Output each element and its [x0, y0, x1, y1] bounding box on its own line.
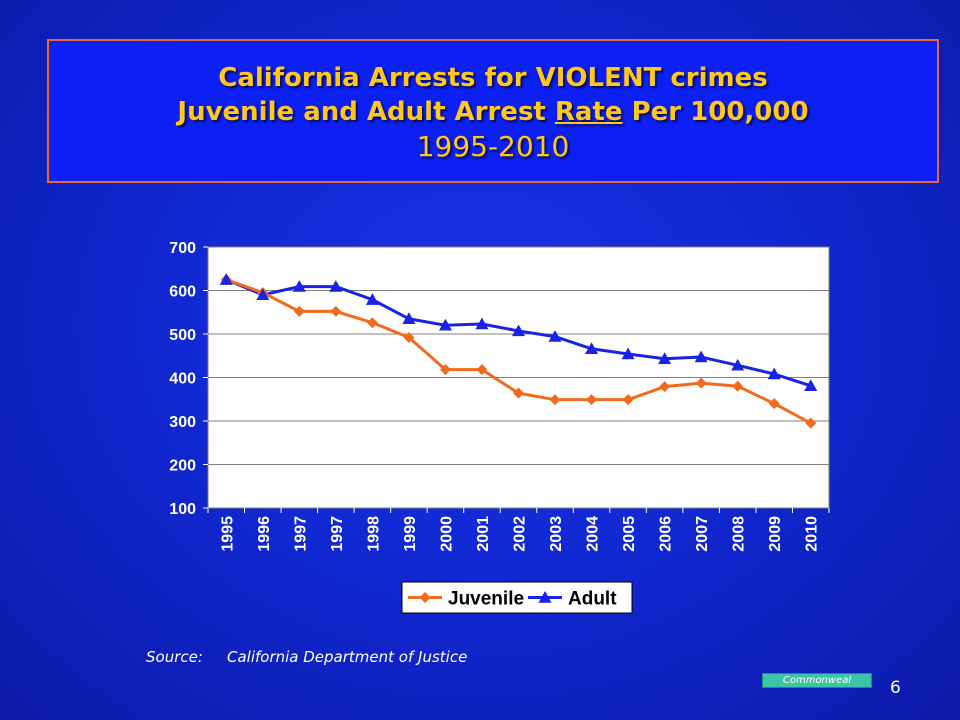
x-tick-label: 2003 [548, 516, 565, 552]
adult-data-point [438, 318, 452, 331]
adult-data-point [219, 273, 233, 285]
legend-juvenile-label: Juvenile [448, 589, 524, 610]
source-text: California Department of Justice [227, 648, 468, 666]
adult-data-point [292, 280, 306, 292]
juvenile-data-point [549, 394, 561, 406]
source-note: Source: California Department of Justice [146, 648, 467, 666]
adult-data-point [475, 317, 489, 330]
adult-data-point [658, 352, 672, 364]
x-tick-label: 1997 [292, 516, 309, 552]
y-tick-label: 500 [169, 327, 196, 344]
juvenile-data-point [805, 417, 817, 429]
x-tick-label: 2007 [694, 516, 711, 552]
x-tick-label: 1998 [365, 516, 382, 552]
adult-data-point [804, 379, 818, 391]
series-group [219, 273, 818, 429]
legend-juvenile-marker [419, 592, 431, 603]
legend-adult-marker [538, 591, 552, 603]
adult-data-point [365, 293, 379, 305]
juvenile-data-point [439, 364, 451, 376]
y-tick-label: 300 [169, 414, 196, 431]
juvenile-data-point [622, 394, 634, 406]
x-tick-label: 1995 [219, 516, 236, 552]
x-tick-label: 2001 [475, 516, 492, 552]
x-tick-label: 2004 [585, 516, 602, 552]
source-label: Source: [146, 648, 203, 666]
y-tick-label: 200 [169, 458, 196, 475]
title-line-2-start: Juvenile and Adult Arrest [177, 97, 555, 127]
adult-data-point [585, 342, 599, 354]
title-years: 1995-2010 [416, 130, 570, 163]
adult-data-point [256, 288, 270, 301]
x-tick-label: 2009 [767, 516, 784, 552]
adult-data-point [731, 358, 745, 371]
x-tick-label: 2008 [731, 516, 748, 552]
adult-data-point [402, 312, 416, 324]
juvenile-data-point [403, 331, 415, 343]
y-tick-label: 600 [169, 284, 196, 301]
juvenile-data-point [586, 394, 598, 406]
juvenile-data-point [293, 305, 305, 317]
commonweal-badge: Commonweal [762, 673, 872, 688]
x-tick-label: 1997 [329, 516, 346, 552]
juvenile-data-point [330, 305, 342, 317]
x-tick-label: 2005 [621, 516, 638, 552]
legend-adult-label: Adult [568, 589, 617, 610]
adult-data-point [329, 280, 343, 292]
x-tick-label: 2010 [804, 516, 821, 552]
x-tick-label: 2006 [658, 516, 675, 552]
y-tick-label: 400 [169, 371, 196, 388]
x-tick-label: 1999 [402, 516, 419, 552]
legend: Juvenile Adult [401, 581, 633, 614]
juvenile-data-point [732, 380, 744, 392]
title-line-2: Juvenile and Adult Arrest Rate Per 100,0… [49, 95, 937, 129]
title-rate-underlined: Rate [554, 97, 623, 127]
juvenile-data-point [695, 377, 707, 389]
x-tick-label: 1996 [256, 516, 273, 552]
title-box: California Arrests for VIOLENT crimes Ju… [47, 39, 939, 183]
title-line-1: California Arrests for VIOLENT crimes [218, 63, 768, 93]
adult-data-point [767, 367, 781, 380]
juvenile-data-point [659, 381, 671, 393]
juvenile-data-point [476, 364, 488, 376]
juvenile-data-point [768, 398, 780, 410]
title-line-2-end: Per 100,000 [622, 97, 809, 127]
y-tick-label: 100 [169, 501, 196, 518]
x-tick-label: 2002 [512, 516, 529, 552]
adult-data-point [512, 324, 525, 337]
x-axis: 1995 1996 1997 1997 1998 1999 2000 2001 2002 2003… [207, 508, 830, 552]
adult-data-point [548, 330, 562, 342]
page-number: 6 [890, 678, 901, 698]
x-tick-label: 2000 [438, 516, 455, 552]
juvenile-data-point [513, 387, 524, 399]
adult-data-point [694, 350, 708, 363]
juvenile-data-point [366, 317, 378, 329]
adult-data-point [621, 347, 635, 360]
y-axis: 100 200 300 400 500 600 700 [169, 240, 208, 518]
y-tick-label: 700 [169, 240, 196, 257]
